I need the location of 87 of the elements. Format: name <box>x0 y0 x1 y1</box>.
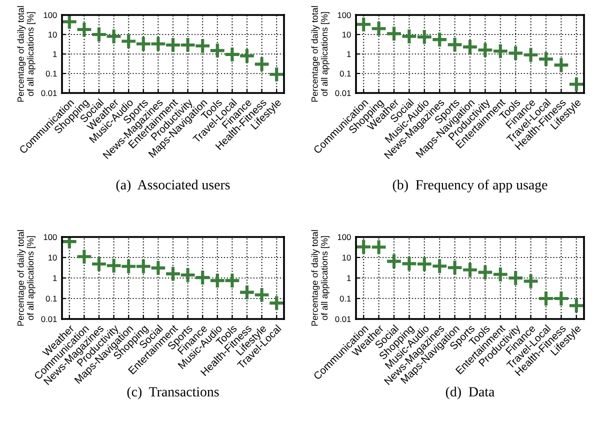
point <box>400 255 418 272</box>
point <box>105 28 122 45</box>
y-tick-label: 1 <box>53 275 57 282</box>
point <box>253 56 270 73</box>
point <box>492 266 509 283</box>
point <box>76 248 93 266</box>
point <box>105 257 122 274</box>
y-axis-title: Percentage of daily total of all applications [%] <box>17 230 36 326</box>
point <box>120 32 138 50</box>
point <box>208 42 226 60</box>
point <box>416 256 433 273</box>
point <box>507 270 524 286</box>
point <box>253 286 270 304</box>
y-tick-label: 0.1 <box>46 70 57 77</box>
point <box>538 290 554 307</box>
point <box>386 25 402 42</box>
y-tick-label: 1 <box>53 51 57 58</box>
point <box>208 272 226 290</box>
point <box>134 35 152 52</box>
point <box>224 46 241 63</box>
y-tick-label: 0.01 <box>41 316 57 322</box>
point <box>76 21 93 38</box>
y-tick-label: 0.1 <box>46 296 57 302</box>
y-tick-label: 0.1 <box>340 296 351 302</box>
point <box>238 47 256 64</box>
y-axis-title: Percentage of daily total of all applications [%] <box>17 6 36 102</box>
point <box>538 50 554 68</box>
y-tick-label: 10 <box>342 254 351 261</box>
y-tick-label: 100 <box>338 234 351 240</box>
y-tick-label: 0.01 <box>335 316 351 322</box>
y-tick-label: 10 <box>48 32 57 38</box>
point <box>268 294 284 312</box>
point <box>90 26 108 43</box>
point <box>446 36 464 54</box>
y-axis-title: Percentage of daily total of all applications [%] <box>311 6 330 102</box>
point <box>120 258 138 275</box>
y-tick-label: 10 <box>48 254 57 261</box>
text: (d) Data <box>446 386 494 400</box>
point <box>552 56 570 74</box>
y-tick-label: 1 <box>347 275 351 282</box>
point <box>446 259 464 276</box>
point <box>386 252 402 270</box>
point <box>431 31 448 48</box>
point <box>194 269 212 286</box>
point <box>179 36 196 54</box>
point <box>462 38 478 56</box>
point <box>268 66 284 83</box>
point <box>476 264 494 281</box>
point <box>356 16 372 33</box>
point <box>522 46 540 64</box>
y-tick-label: 100 <box>338 12 351 18</box>
point <box>431 258 448 275</box>
y-tick-label: 1 <box>347 51 351 58</box>
point <box>568 76 584 93</box>
y-tick-label: 0.1 <box>340 70 351 77</box>
point <box>194 37 212 54</box>
point <box>238 284 256 301</box>
point <box>507 44 524 62</box>
point <box>552 290 570 307</box>
point <box>90 256 108 273</box>
y-tick-label: 0.01 <box>335 90 351 96</box>
y-axis-title: Percentage of daily total of all applications [%] <box>311 230 330 326</box>
point <box>224 272 241 290</box>
text: (c) Transactions <box>127 386 219 400</box>
y-tick-label: 10 <box>342 32 351 38</box>
y-tick-label: 100 <box>44 12 57 18</box>
point <box>134 258 152 275</box>
point <box>492 42 509 60</box>
y-tick-label: 0.01 <box>41 90 57 96</box>
point <box>400 28 418 45</box>
point <box>179 266 196 284</box>
point <box>164 36 182 54</box>
point <box>356 238 372 256</box>
point <box>62 15 78 30</box>
y-tick-label: 100 <box>44 234 57 240</box>
point <box>522 272 540 290</box>
point <box>568 297 584 314</box>
point <box>416 28 433 46</box>
point <box>164 265 182 282</box>
point <box>150 259 167 276</box>
point <box>462 261 478 278</box>
text: (a) Associated users <box>116 180 230 192</box>
point <box>370 238 388 256</box>
text: (b) Frequency of app usage <box>392 180 548 192</box>
point <box>476 42 494 58</box>
point <box>370 20 388 38</box>
point <box>150 35 167 52</box>
